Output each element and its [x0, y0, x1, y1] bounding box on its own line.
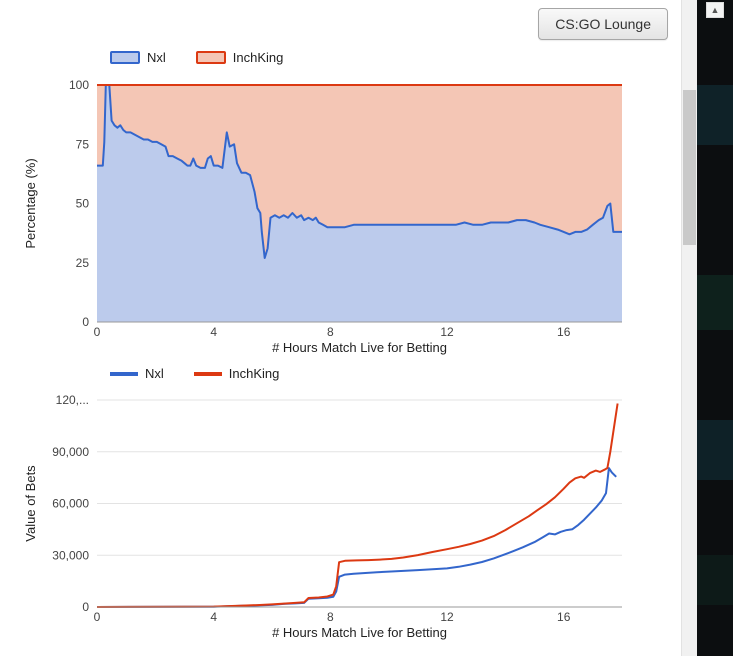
- x-tick-label: 12: [440, 325, 454, 339]
- value-of-bets-chart: Nxl InchKing 0 4 8 12 16 0 30,000 60,000 90,000 1…: [15, 358, 665, 656]
- x-axis-title: # Hours Match Live for Betting: [272, 340, 447, 355]
- y-tick-label: 90,000: [52, 445, 89, 459]
- percentage-plot: 0 4 8 12 16 0 25 50 75 100 # Hours Match Live for …: [23, 78, 622, 355]
- background-texture: [697, 420, 733, 480]
- x-tick-label: 12: [440, 610, 454, 624]
- background-texture: [697, 85, 733, 145]
- percentage-chart: Nxl InchKing 0 4 8 12 16 0 25 50 75 100 # Hours Ma…: [15, 42, 665, 360]
- legend-label: Nxl: [147, 50, 166, 65]
- x-tick-label: 8: [327, 325, 334, 339]
- x-tick-label: 0: [94, 610, 101, 624]
- x-tick-label: 16: [557, 325, 571, 339]
- inchking-area-swatch-icon: [195, 51, 226, 64]
- page-content: CS:GO Lounge Nxl InchKing 0 4 8 12 16 0 25 50 75…: [15, 8, 668, 656]
- legend-label: Nxl: [145, 366, 164, 381]
- x-tick-label: 0: [94, 325, 101, 339]
- legend-item-nxl: Nxl: [110, 366, 164, 381]
- value-chart-legend: Nxl InchKing: [110, 366, 279, 381]
- csgo-lounge-button[interactable]: CS:GO Lounge: [538, 8, 668, 40]
- y-tick-label: 75: [76, 137, 90, 151]
- percentage-chart-svg: 0 4 8 12 16 0 25 50 75 100 # Hours Match Live for …: [23, 78, 622, 355]
- legend-label: InchKing: [232, 50, 284, 65]
- y-axis-title: Percentage (%): [23, 158, 38, 248]
- value-of-bets-plot: 0 4 8 12 16 0 30,000 60,000 90,000 120,... # Hours…: [23, 393, 622, 640]
- inchking-line: [96, 403, 619, 608]
- x-axis-title: # Hours Match Live for Betting: [272, 625, 447, 640]
- value-of-bets-chart-svg: 0 4 8 12 16 0 30,000 60,000 90,000 120,... # Hours…: [23, 393, 622, 640]
- y-tick-label: 100: [69, 78, 89, 92]
- x-tick-label: 4: [210, 610, 217, 624]
- nxl-line: [97, 84, 622, 259]
- background-page-strip: ▲: [697, 0, 733, 656]
- legend-item-inchking: InchKing: [193, 366, 280, 381]
- y-tick-label: 0: [82, 315, 89, 329]
- legend-item-nxl: Nxl: [110, 50, 166, 65]
- up-arrow-icon: ▲: [710, 5, 720, 15]
- nxl-line: [96, 467, 617, 608]
- y-tick-label: 0: [82, 600, 89, 614]
- x-tick-label: 16: [557, 610, 571, 624]
- nxl-area-swatch-icon: [110, 51, 140, 64]
- inchking-line-swatch-icon: [193, 371, 222, 376]
- y-tick-label: 120,...: [56, 393, 89, 407]
- legend-item-inchking: InchKing: [195, 50, 284, 65]
- inner-scrollbar[interactable]: [681, 0, 697, 656]
- percentage-chart-legend: Nxl InchKing: [110, 50, 283, 65]
- y-tick-label: 50: [76, 197, 90, 211]
- x-tick-label: 4: [210, 325, 217, 339]
- y-tick-label: 60,000: [52, 497, 89, 511]
- background-texture: [697, 275, 733, 330]
- legend-label: InchKing: [228, 366, 280, 381]
- inner-scrollbar-thumb[interactable]: [683, 90, 696, 245]
- background-texture: [697, 555, 733, 605]
- x-tick-label: 8: [327, 610, 334, 624]
- inchking-area: [97, 85, 622, 258]
- scroll-up-button[interactable]: ▲: [706, 2, 724, 18]
- y-axis-title: Value of Bets: [23, 465, 38, 542]
- y-tick-label: 30,000: [52, 548, 89, 562]
- y-tick-label: 25: [76, 256, 90, 270]
- nxl-line-swatch-icon: [110, 371, 138, 376]
